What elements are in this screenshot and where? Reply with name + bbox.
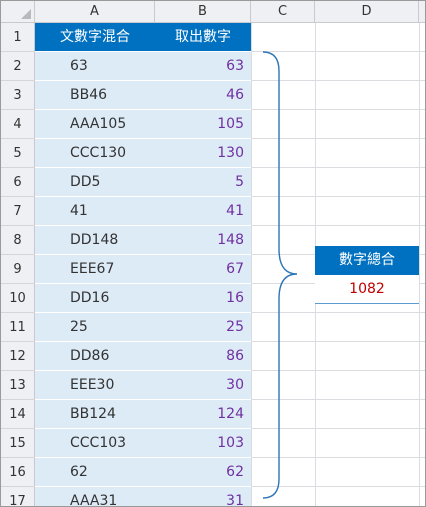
total-value-cell[interactable]: 1082 — [315, 275, 419, 304]
extracted-number-cell[interactable]: 5 — [155, 168, 251, 197]
extracted-number-cell[interactable]: 41 — [155, 197, 251, 226]
row-header-10[interactable]: 10 — [1, 284, 35, 313]
extracted-number-cell[interactable]: 67 — [155, 255, 251, 284]
row-header-7[interactable]: 7 — [1, 197, 35, 226]
header-mixed-cell[interactable]: 文數字混合 — [35, 23, 155, 52]
gridline-vertical — [419, 23, 420, 506]
mixed-text-cell[interactable]: DD148 — [35, 226, 155, 255]
mixed-text-cell[interactable]: 41 — [35, 197, 155, 226]
row-header-6[interactable]: 6 — [1, 168, 35, 197]
row-header-12[interactable]: 12 — [1, 342, 35, 371]
gridline-vertical — [251, 23, 252, 506]
mixed-text-cell[interactable]: 63 — [35, 52, 155, 81]
row-header-5[interactable]: 5 — [1, 139, 35, 168]
column-header-c[interactable]: C — [251, 1, 315, 23]
column-header-d[interactable]: D — [315, 1, 419, 23]
extracted-number-cell[interactable]: 16 — [155, 284, 251, 313]
row-header-14[interactable]: 14 — [1, 400, 35, 429]
mixed-text-cell[interactable]: AAA31 — [35, 487, 155, 506]
total-header-cell[interactable]: 數字總合 — [315, 246, 419, 275]
mixed-text-cell[interactable]: DD5 — [35, 168, 155, 197]
row-header-9[interactable]: 9 — [1, 255, 35, 284]
mixed-text-cell[interactable]: DD16 — [35, 284, 155, 313]
row-header-2[interactable]: 2 — [1, 52, 35, 81]
mixed-text-cell[interactable]: AAA105 — [35, 110, 155, 139]
extracted-number-cell[interactable]: 63 — [155, 52, 251, 81]
header-number-cell[interactable]: 取出數字 — [155, 23, 251, 52]
extracted-number-cell[interactable]: 130 — [155, 139, 251, 168]
mixed-text-cell[interactable]: BB124 — [35, 400, 155, 429]
row-header-17[interactable]: 17 — [1, 487, 35, 506]
extracted-number-cell[interactable]: 148 — [155, 226, 251, 255]
extracted-number-cell[interactable]: 25 — [155, 313, 251, 342]
row-header-16[interactable]: 16 — [1, 458, 35, 487]
extracted-number-cell[interactable]: 46 — [155, 81, 251, 110]
mixed-text-cell[interactable]: DD86 — [35, 342, 155, 371]
select-all-corner[interactable] — [1, 1, 35, 23]
row-header-13[interactable]: 13 — [1, 371, 35, 400]
column-header-b[interactable]: B — [155, 1, 251, 23]
row-header-15[interactable]: 15 — [1, 429, 35, 458]
row-header-1[interactable]: 1 — [1, 23, 35, 52]
extracted-number-cell[interactable]: 30 — [155, 371, 251, 400]
column-header-e-partial[interactable] — [419, 1, 425, 23]
mixed-text-cell[interactable]: 25 — [35, 313, 155, 342]
extracted-number-cell[interactable]: 105 — [155, 110, 251, 139]
mixed-text-cell[interactable]: BB46 — [35, 81, 155, 110]
mixed-text-cell[interactable]: EEE67 — [35, 255, 155, 284]
row-header-8[interactable]: 8 — [1, 226, 35, 255]
mixed-text-cell[interactable]: CCC103 — [35, 429, 155, 458]
extracted-number-cell[interactable]: 62 — [155, 458, 251, 487]
row-header-3[interactable]: 3 — [1, 81, 35, 110]
mixed-text-cell[interactable]: 62 — [35, 458, 155, 487]
extracted-number-cell[interactable]: 86 — [155, 342, 251, 371]
select-all-triangle-icon — [21, 9, 31, 19]
extracted-number-cell[interactable]: 124 — [155, 400, 251, 429]
row-header-11[interactable]: 11 — [1, 313, 35, 342]
extracted-number-cell[interactable]: 31 — [155, 487, 251, 506]
column-header-a[interactable]: A — [35, 1, 155, 23]
row-header-4[interactable]: 4 — [1, 110, 35, 139]
extracted-number-cell[interactable]: 103 — [155, 429, 251, 458]
mixed-text-cell[interactable]: EEE30 — [35, 371, 155, 400]
mixed-text-cell[interactable]: CCC130 — [35, 139, 155, 168]
